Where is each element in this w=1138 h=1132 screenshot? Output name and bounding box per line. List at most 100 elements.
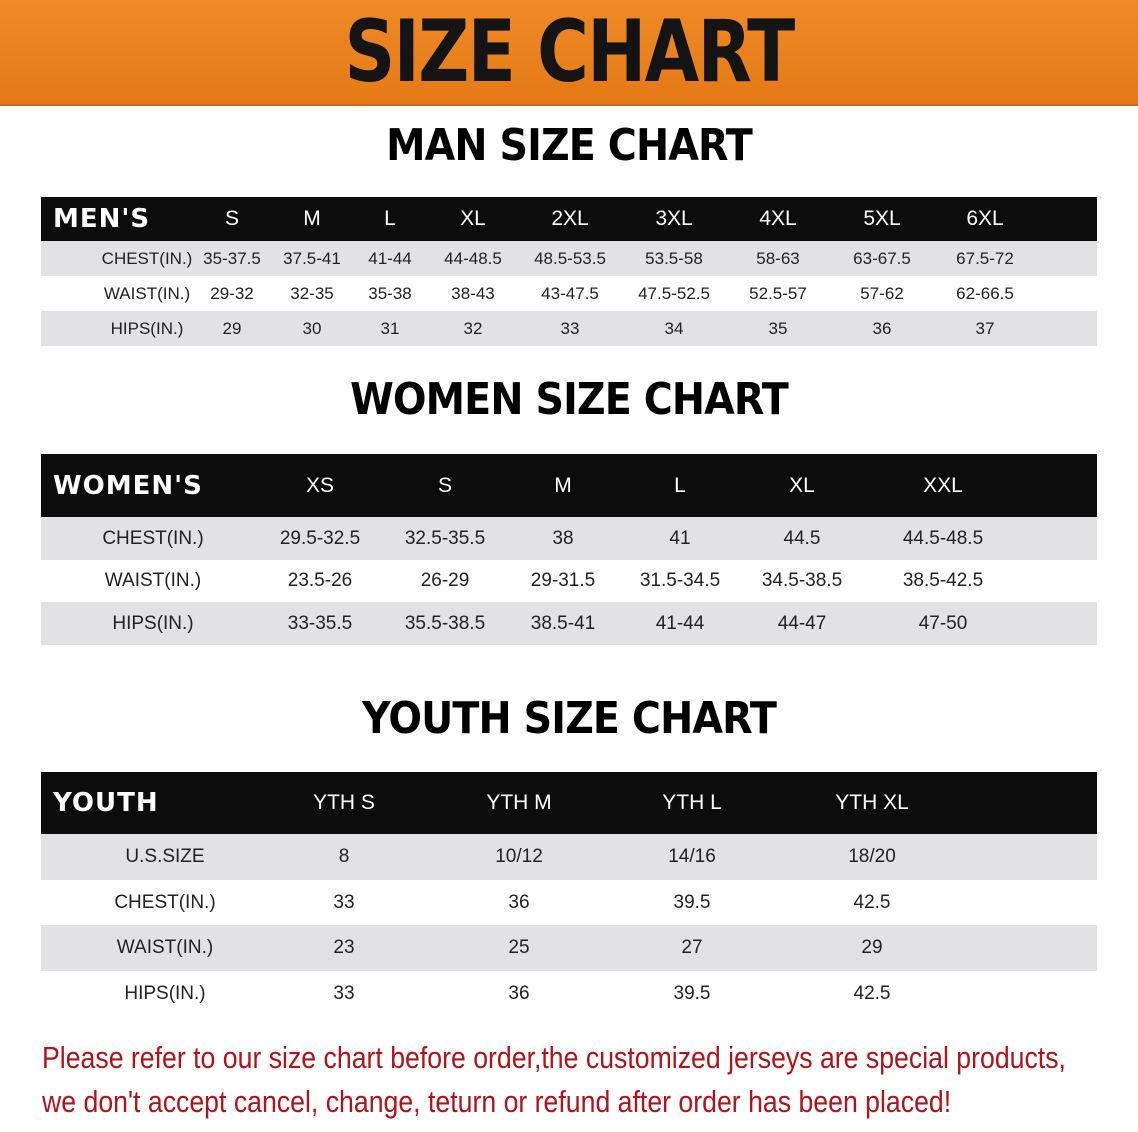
youth-header-row: YOUTH YTH S YTH M YTH L YTH XL <box>41 772 1097 834</box>
measurement-value: 29 <box>861 937 883 958</box>
measurement-value: 34 <box>664 318 684 338</box>
measurement-value: 35-38 <box>368 283 412 303</box>
table-row: CHEST(IN.) 35-37.5 37.5-41 41-44 44-48.5 48.5… <box>41 241 1097 276</box>
measurement-value: 44-47 <box>777 612 827 634</box>
measurement-label: CHEST(IN.) <box>101 248 193 268</box>
table-row: WAIST(IN.) 23.5-26 26-29 29-31.5 31.5-34.5 34… <box>41 560 1097 602</box>
measurement-value: 37 <box>975 318 995 338</box>
size-column-header: XL <box>460 207 486 230</box>
size-column-header: YTH S <box>313 791 375 814</box>
size-column-header: S <box>437 473 453 497</box>
measurement-value: 29 <box>222 318 242 338</box>
measurement-value: 33-35.5 <box>287 612 353 634</box>
measurement-label: WAIST(IN.) <box>104 570 202 591</box>
youth-section-title: YOUTH SIZE CHART <box>361 693 777 744</box>
header-label: YOUTH <box>53 788 159 818</box>
measurement-value: 38.5-42.5 <box>902 570 984 591</box>
measurement-value: 67.5-72 <box>956 248 1014 268</box>
table-row: HIPS(IN.) 33 36 39.5 42.5 <box>41 971 1097 1016</box>
size-column-header: S <box>224 207 240 230</box>
measurement-value: 18/20 <box>848 846 896 867</box>
men-header-row: MEN'S S M L XL 2XL 3XL 4XL 5XL 6XL <box>41 197 1097 241</box>
size-column-header: 3XL <box>655 207 693 230</box>
size-column-header: L <box>674 473 686 497</box>
table-row: CHEST(IN.) 29.5-32.5 32.5-35.5 38 41 44.5 44.5… <box>41 517 1097 560</box>
measurement-value: 29-32 <box>210 283 254 303</box>
measurement-value: 44-48.5 <box>444 248 502 268</box>
measurement-value: 26-29 <box>420 570 470 591</box>
measurement-value: 29-31.5 <box>530 570 596 591</box>
header-label: WOMEN'S <box>53 470 203 501</box>
measurement-value: 8 <box>338 846 350 867</box>
measurement-value: 62-66.5 <box>956 283 1014 303</box>
measurement-value: 23 <box>333 937 355 958</box>
measurement-label: HIPS(IN.) <box>112 612 194 634</box>
table-row: CHEST(IN.) 33 36 39.5 42.5 <box>41 880 1097 925</box>
table-row: HIPS(IN.) 33-35.5 35.5-38.5 38.5-41 41-44 44-… <box>41 602 1097 645</box>
women-size-table: WOMEN'S XS S M L XL XXL CHEST(IN.) 29.5-32.5 32.5… <box>41 454 1097 645</box>
table-row: WAIST(IN.) 29-32 32-35 35-38 38-43 43-47.5 47.… <box>41 276 1097 311</box>
size-column-header: YTH XL <box>835 791 909 814</box>
measurement-value: 58-63 <box>756 248 800 268</box>
size-column-header: M <box>303 207 321 230</box>
measurement-value: 42.5 <box>853 982 891 1004</box>
measurement-value: 38.5-41 <box>530 612 596 634</box>
measurement-value: 10/12 <box>495 846 543 867</box>
measurement-label: HIPS(IN.) <box>110 318 184 338</box>
measurement-label: U.S.SIZE <box>125 846 205 867</box>
table-row: HIPS(IN.) 29 30 31 32 33 34 35 36 37 <box>41 311 1097 346</box>
men-section-title: MAN SIZE CHART <box>386 120 753 171</box>
measurement-value: 34.5-38.5 <box>761 570 843 591</box>
measurement-value: 47-50 <box>918 612 968 634</box>
measurement-value: 35.5-38.5 <box>404 612 486 634</box>
measurement-value: 42.5 <box>853 891 891 913</box>
measurement-value: 48.5-53.5 <box>534 248 606 268</box>
measurement-value: 39.5 <box>673 982 711 1004</box>
measurement-label: WAIST(IN.) <box>103 283 191 303</box>
measurement-value: 14/16 <box>668 846 716 867</box>
measurement-value: 32-35 <box>290 283 334 303</box>
measurement-value: 38 <box>552 527 574 549</box>
measurement-value: 41-44 <box>655 612 705 634</box>
size-column-header: XS <box>305 473 335 497</box>
measurement-value: 39.5 <box>673 891 711 913</box>
size-column-header: YTH L <box>662 791 722 814</box>
measurement-value: 32 <box>463 318 483 338</box>
measurement-value: 38-43 <box>451 283 495 303</box>
measurement-value: 52.5-57 <box>749 283 807 303</box>
measurement-value: 25 <box>508 937 530 958</box>
measurement-label: WAIST(IN.) <box>116 937 214 958</box>
table-row: U.S.SIZE 8 10/12 14/16 18/20 <box>41 834 1097 880</box>
measurement-value: 23.5-26 <box>287 570 353 591</box>
measurement-value: 35 <box>768 318 788 338</box>
measurement-value: 29.5-32.5 <box>279 527 361 549</box>
measurement-value: 43-47.5 <box>541 283 599 303</box>
size-column-header: M <box>554 473 572 497</box>
measurement-value: 31 <box>380 318 400 338</box>
measurement-value: 47.5-52.5 <box>638 283 710 303</box>
size-column-header: L <box>384 207 396 230</box>
measurement-value: 33 <box>333 982 355 1004</box>
measurement-value: 53.5-58 <box>645 248 703 268</box>
measurement-value: 32.5-35.5 <box>404 527 486 549</box>
measurement-value: 36 <box>872 318 892 338</box>
table-row: WAIST(IN.) 23 25 27 29 <box>41 925 1097 971</box>
size-column-header: 2XL <box>551 207 589 230</box>
measurement-value: 30 <box>302 318 322 338</box>
size-column-header: 6XL <box>966 207 1004 230</box>
measurement-label: HIPS(IN.) <box>124 982 206 1004</box>
measurement-value: 44.5 <box>783 527 821 549</box>
measurement-value: 57-62 <box>860 283 904 303</box>
measurement-label: CHEST(IN.) <box>102 527 204 549</box>
measurement-value: 41-44 <box>368 248 412 268</box>
men-size-table: MEN'S S M L XL 2XL 3XL 4XL 5XL 6XL CHEST(IN.) 35-37… <box>41 197 1097 346</box>
size-column-header: 4XL <box>759 207 797 230</box>
measurement-value: 37.5-41 <box>283 248 341 268</box>
size-column-header: 5XL <box>863 207 901 230</box>
measurement-value: 44.5-48.5 <box>902 527 984 549</box>
notice-line-2: we don't accept cancel, change, teturn o… <box>42 1084 952 1119</box>
women-section-title: WOMEN SIZE CHART <box>350 374 789 425</box>
header-label: MEN'S <box>53 204 151 234</box>
size-column-header: XXL <box>923 473 963 497</box>
measurement-value: 33 <box>333 891 355 913</box>
